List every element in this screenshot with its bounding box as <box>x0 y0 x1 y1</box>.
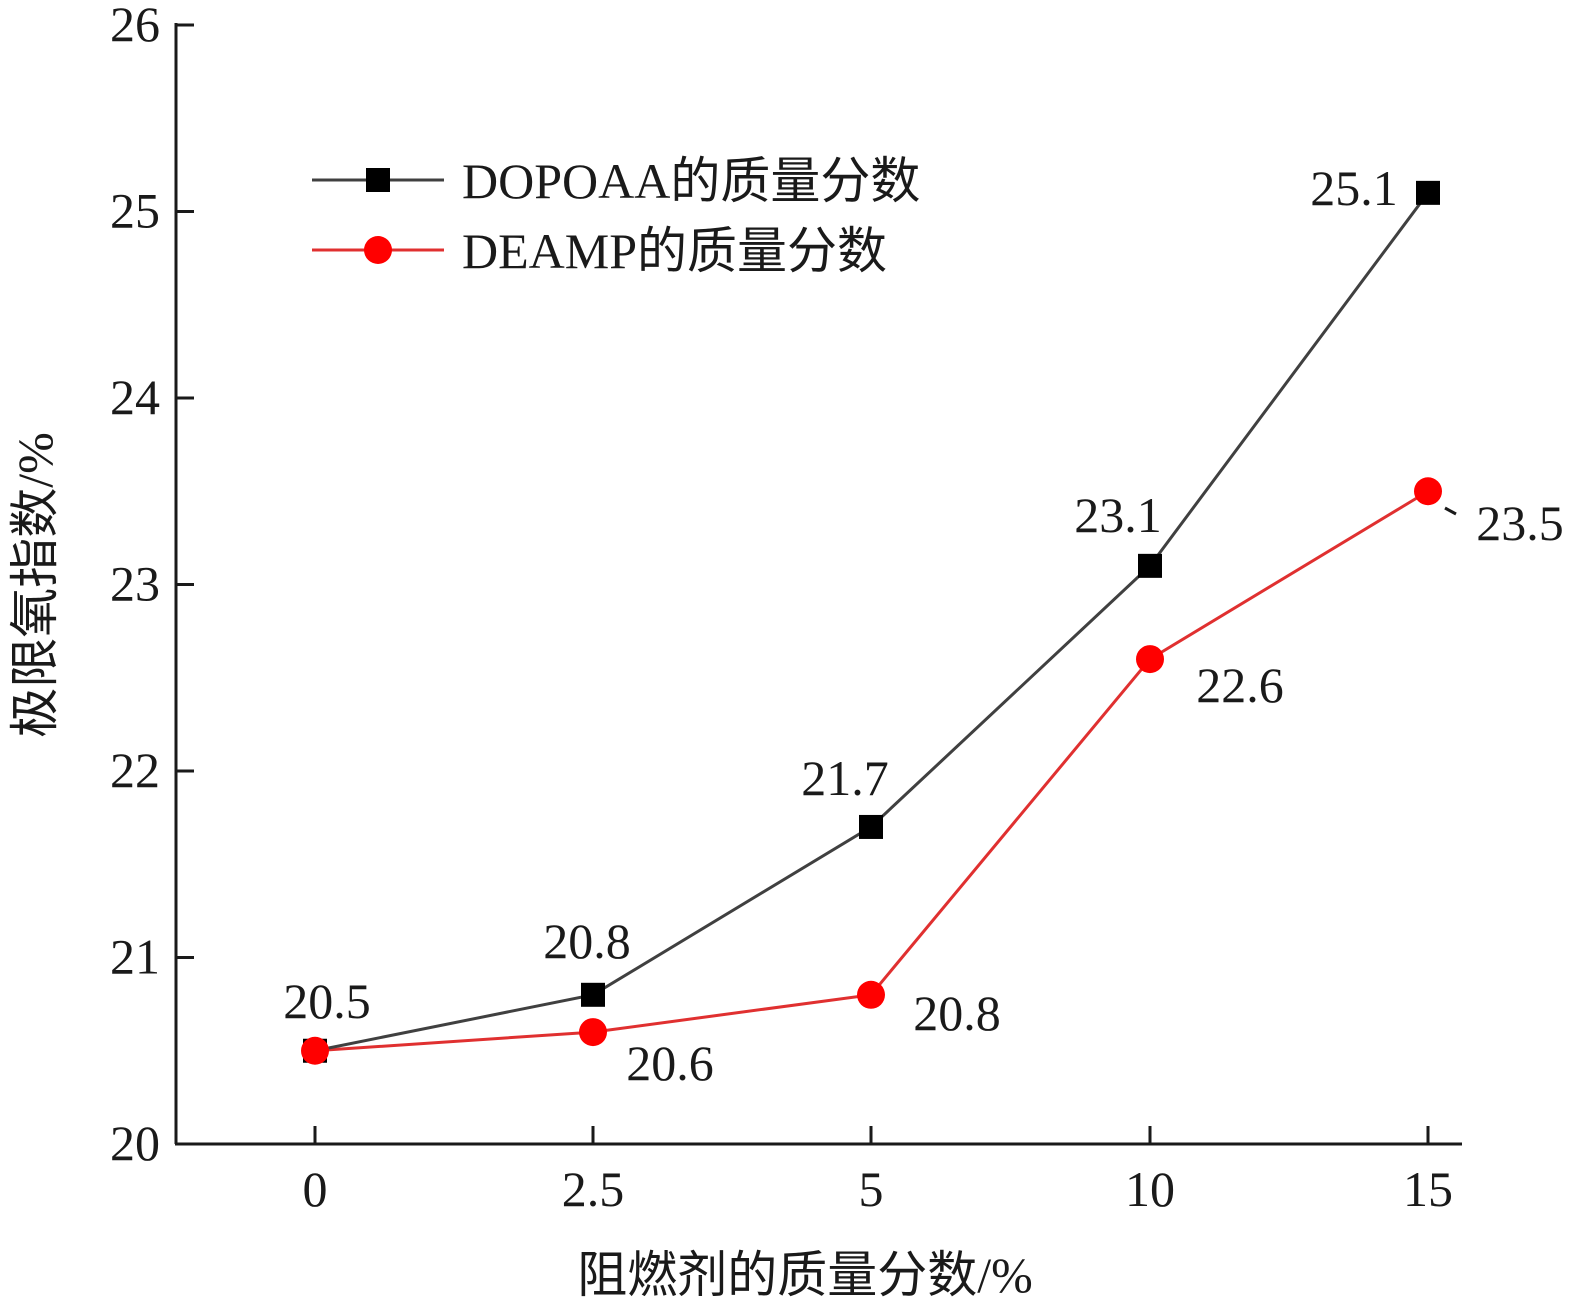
x-tick-label: 0 <box>303 1161 328 1217</box>
data-label: 20.8 <box>543 913 631 969</box>
y-axis-title: 极限氧指数/% <box>7 432 63 738</box>
series-markers <box>301 180 1442 1065</box>
data-labels: 20.5 20.8 21.7 23.1 25.1 20.6 20.8 22.6 23.5 <box>283 160 1564 1091</box>
y-tick-label: 20 <box>110 1115 160 1171</box>
data-label: 20.6 <box>626 1035 714 1091</box>
axes: 20 21 22 23 24 25 26 0 2.5 5 10 15 <box>110 0 1462 1217</box>
y-tick-label: 23 <box>110 556 160 612</box>
data-point-square <box>859 814 883 839</box>
legend: DOPOAA的质量分数 DEAMP的质量分数 <box>312 153 920 279</box>
x-axis-title: 阻燃剂的质量分数/% <box>577 1247 1033 1303</box>
data-label: 20.8 <box>913 985 1001 1041</box>
y-tick-label: 26 <box>110 0 160 52</box>
x-tick-label: 15 <box>1403 1161 1453 1217</box>
data-label: 23.5 <box>1476 495 1564 551</box>
data-label: 20.5 <box>283 973 371 1029</box>
label-leader <box>1444 506 1457 516</box>
data-label: 23.1 <box>1074 487 1162 543</box>
y-tick-label: 21 <box>110 929 160 985</box>
data-point-circle <box>1136 645 1164 674</box>
data-point-square <box>1416 180 1440 205</box>
y-tick-label: 25 <box>110 183 160 239</box>
y-tick-label: 22 <box>110 742 160 798</box>
legend-marker-circle <box>364 236 392 264</box>
x-tick-label: 5 <box>859 1161 884 1217</box>
data-point-circle <box>301 1036 329 1065</box>
data-label: 22.6 <box>1196 657 1284 713</box>
x-tick-label: 10 <box>1125 1161 1175 1217</box>
data-point-circle <box>857 980 885 1009</box>
y-tick-label: 24 <box>110 369 160 425</box>
x-tick-label: 2.5 <box>562 1161 625 1217</box>
data-point-circle <box>1414 477 1442 506</box>
legend-label: DEAMP的质量分数 <box>462 223 887 279</box>
data-point-square <box>581 982 605 1007</box>
series-lines <box>314 191 1430 1053</box>
data-label: 21.7 <box>801 750 889 806</box>
legend-label: DOPOAA的质量分数 <box>462 153 920 209</box>
data-point-square <box>1138 553 1162 578</box>
data-point-circle <box>579 1018 607 1047</box>
data-label: 25.1 <box>1310 160 1398 216</box>
legend-marker-square <box>366 168 390 192</box>
series-line-0 <box>314 191 1430 1053</box>
